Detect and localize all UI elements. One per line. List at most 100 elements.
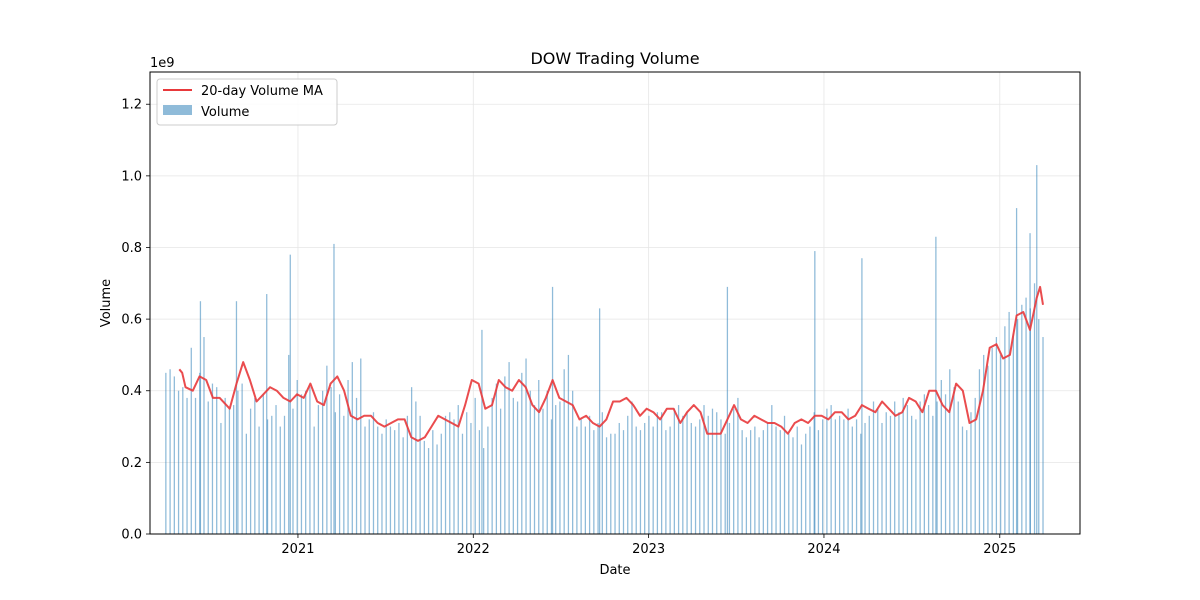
volume-bar — [228, 408, 231, 534]
volume-bar — [847, 408, 849, 534]
volume-bar — [478, 430, 481, 534]
volume-bar — [457, 405, 459, 534]
ma-line-group — [178, 285, 1044, 442]
volume-bar — [245, 433, 248, 534]
volume-bar — [436, 444, 438, 534]
volume-bar — [326, 365, 328, 534]
volume-bar — [1021, 304, 1023, 534]
volume-bar — [648, 415, 650, 534]
volume-bar — [394, 430, 396, 534]
volume-bar — [864, 422, 866, 534]
volume-bar — [927, 405, 930, 534]
volume-bar — [694, 426, 697, 534]
x-tick-label: 2023 — [632, 542, 665, 557]
volume-bar — [224, 397, 226, 534]
volume-bar — [542, 408, 544, 534]
volume-bar — [203, 337, 205, 534]
volume-bar — [944, 394, 947, 534]
volume-bar — [529, 390, 531, 534]
volume-spike-bar — [1015, 208, 1018, 534]
volume-bar — [817, 430, 820, 534]
y-tick-label: 0.2 — [121, 456, 142, 471]
volume-bar — [322, 390, 324, 534]
volume-bar — [830, 405, 832, 534]
volume-bar — [974, 397, 976, 534]
volume-bar — [805, 433, 807, 534]
volume-bar — [364, 426, 366, 534]
volume-bar — [338, 394, 341, 534]
volume-bar — [809, 426, 811, 534]
volume-bar — [894, 401, 896, 534]
volume-bar — [906, 405, 909, 534]
volume-bar — [504, 376, 506, 534]
volume-bar — [855, 419, 858, 534]
volume-bar — [851, 426, 853, 534]
volume-bar — [834, 419, 837, 534]
volume-bar — [631, 401, 633, 534]
volume-bar — [292, 408, 294, 534]
volume-bar — [440, 433, 442, 534]
volume-bar — [949, 369, 951, 534]
plot-frame — [149, 71, 1081, 535]
volume-bars — [165, 165, 1044, 535]
volume-bar — [656, 412, 659, 534]
volume-bar — [275, 405, 277, 534]
volume-bar — [919, 401, 921, 534]
volume-bar — [1042, 337, 1044, 534]
volume-bar — [813, 412, 815, 534]
y-axis: 0.0 0.2 0.4 0.6 0.8 1.0 1.2 — [121, 98, 150, 543]
volume-bar — [258, 426, 260, 534]
volume-bar — [415, 401, 417, 534]
volume-bar — [783, 415, 786, 534]
volume-bar — [343, 415, 345, 534]
x-tick-label: 2021 — [281, 542, 314, 557]
volume-bar — [207, 401, 209, 534]
volume-bar — [1025, 297, 1027, 534]
volume-bar — [444, 415, 447, 534]
volume-bar — [957, 401, 959, 534]
volume-bar — [741, 430, 743, 534]
y-tick-label: 1.2 — [121, 98, 142, 113]
volume-bar — [728, 422, 731, 534]
volume-bar — [843, 419, 845, 534]
volume-bar — [720, 419, 722, 534]
volume-bar — [580, 419, 582, 534]
volume-bar — [983, 354, 985, 534]
volume-bar — [559, 401, 561, 534]
volume-bar — [627, 415, 629, 534]
legend-volume-label: Volume — [201, 105, 249, 120]
volume-bar — [745, 437, 748, 534]
volume-bar — [216, 387, 218, 534]
volume-bar — [707, 415, 709, 534]
volume-spike-bar — [598, 308, 601, 534]
volume-bar — [597, 422, 599, 534]
volume-bar — [610, 433, 612, 534]
volume-bar — [936, 401, 938, 534]
volume-spike-bar — [935, 236, 937, 534]
volume-bar — [699, 419, 701, 534]
volume-bar — [796, 426, 798, 534]
volume-bar — [173, 376, 175, 534]
volume-bar — [211, 383, 214, 534]
volume-bar — [792, 437, 794, 534]
volume-spike-bar — [481, 329, 483, 534]
volume-spike-bar — [266, 294, 268, 534]
volume-bar — [241, 383, 243, 534]
volume-bar — [614, 433, 616, 534]
volume-bar — [766, 422, 769, 534]
y-tick-label: 1.0 — [121, 169, 142, 184]
volume-bar — [305, 390, 307, 534]
volume-bar — [779, 430, 781, 534]
volume-bar — [550, 419, 553, 534]
volume-bar — [677, 405, 680, 534]
volume-bar — [483, 448, 485, 534]
volume-bar — [499, 408, 502, 534]
volume-bar — [826, 408, 828, 534]
volume-bar — [508, 362, 510, 534]
volume-bar — [313, 426, 315, 534]
volume-bar — [588, 415, 591, 534]
legend: 20-day Volume MA Volume — [156, 78, 338, 126]
volume-spike-bar — [289, 254, 291, 534]
x-axis: 2021 2022 2023 2024 2025 — [281, 534, 1016, 557]
